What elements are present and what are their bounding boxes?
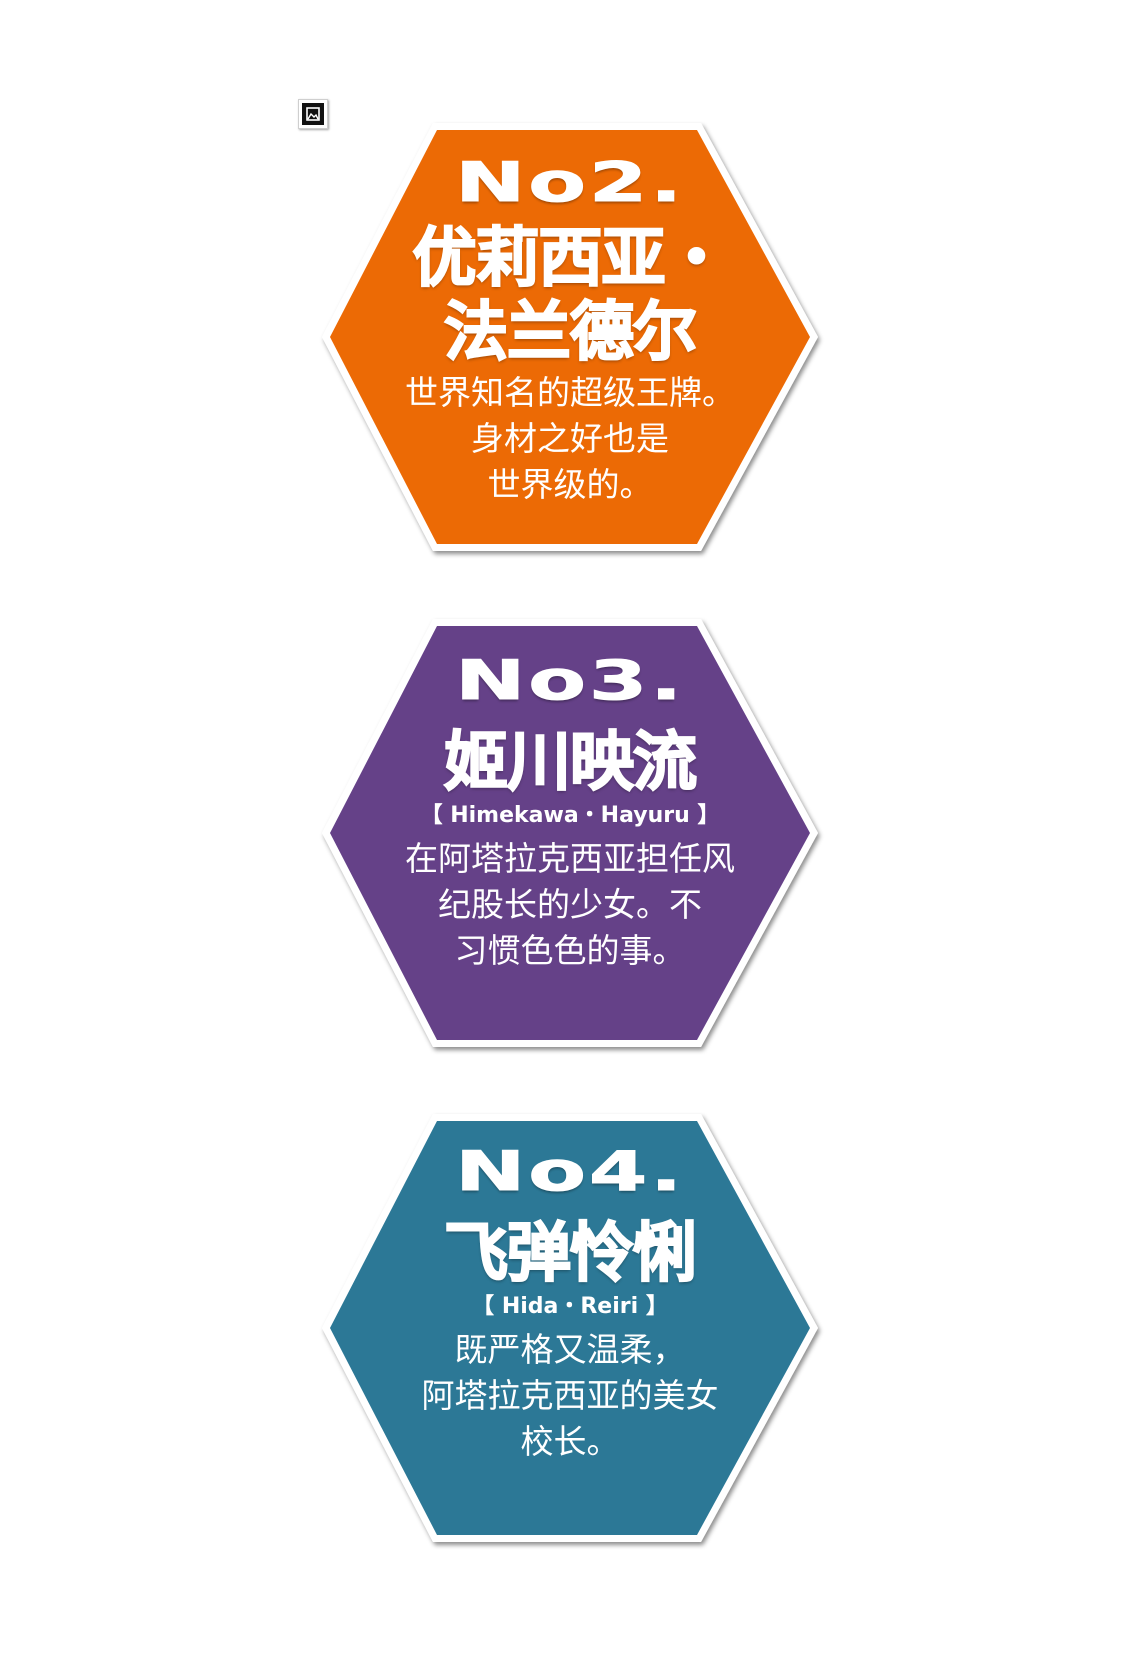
- character-card-no3: No3. 姬川映流 【 Himekawa・Hayuru 】 在阿塔拉克西亚担任风…: [318, 616, 822, 1050]
- image-icon-glyph: [302, 103, 324, 125]
- description-line: 既严格又温柔，: [454, 1330, 686, 1369]
- hexagon-badge-purple: [322, 619, 818, 1047]
- card-number: No2.: [454, 151, 685, 214]
- character-name: 飞弹怜悧: [443, 1216, 698, 1292]
- character-name: 姬川映流: [443, 725, 698, 801]
- description-line: 习惯色色的事。: [454, 931, 686, 970]
- description-line: 身材之好也是: [471, 419, 669, 458]
- description-line: 纪股长的少女。不: [438, 885, 702, 924]
- card-number: No3.: [454, 649, 685, 712]
- hexagon-badge-teal: [322, 1114, 818, 1542]
- description-line: 世界级的。: [487, 465, 653, 504]
- character-name-line2: 法兰德尔: [443, 295, 698, 371]
- character-romaji: 【 Himekawa・Hayuru 】: [420, 803, 720, 828]
- hexagon-badge-orange: [322, 123, 818, 551]
- description-line: 在阿塔拉克西亚担任风: [405, 839, 735, 878]
- description-line: 阿塔拉克西亚的美女: [421, 1376, 719, 1415]
- card-number: No4.: [454, 1140, 685, 1203]
- description-line: 校长。: [520, 1422, 620, 1461]
- character-name-line1: 优莉西亚・: [412, 221, 730, 297]
- character-card-no4: No4. 飞弹怜悧 【 Hida・Reiri 】 既严格又温柔， 阿塔拉克西亚的…: [318, 1111, 822, 1545]
- character-romaji: 【 Hida・Reiri 】: [472, 1294, 668, 1319]
- image-icon: [298, 99, 328, 129]
- description-line: 世界知名的超级王牌。: [405, 373, 735, 412]
- character-card-no2: No2. 优莉西亚・ 法兰德尔 世界知名的超级王牌。 身材之好也是 世界级的。: [318, 120, 822, 554]
